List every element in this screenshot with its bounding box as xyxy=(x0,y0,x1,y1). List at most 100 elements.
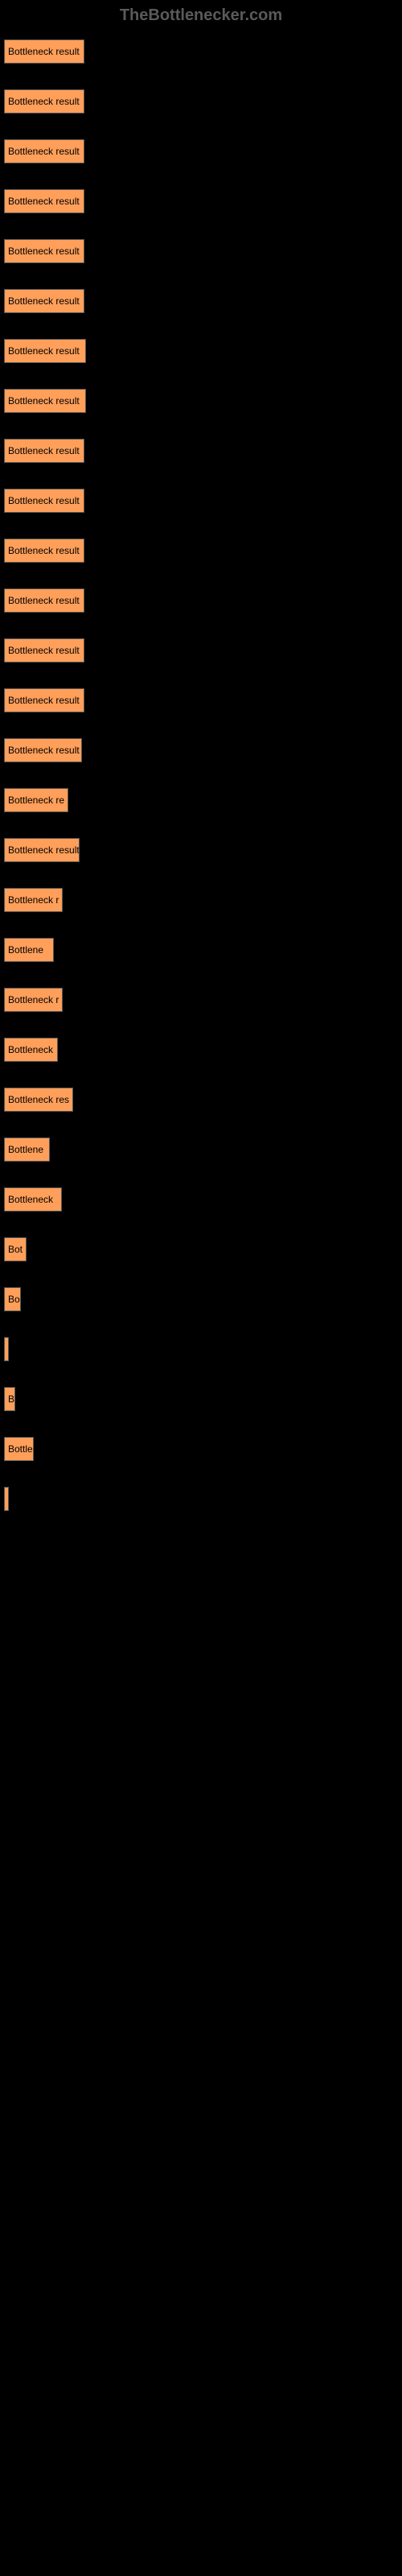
chart-bar: Bottleneck result xyxy=(4,339,86,363)
bar-row xyxy=(4,2485,398,2509)
bar-row xyxy=(4,2136,398,2160)
bar-label: Bo xyxy=(8,1294,20,1305)
bar-label: Bottleneck result xyxy=(8,395,80,407)
bar-row xyxy=(4,1736,398,1761)
chart-bar: Bottleneck result xyxy=(4,688,84,712)
chart-bar: Bottleneck result xyxy=(4,638,84,663)
bar-row xyxy=(4,1986,398,2010)
bar-row xyxy=(4,2435,398,2459)
chart-bar: Bottleneck xyxy=(4,1038,58,1062)
bar-label: Bottleneck result xyxy=(8,246,80,257)
bar-label: Bottleneck res xyxy=(8,1094,69,1105)
bar-label: Bottleneck result xyxy=(8,295,80,307)
bar-row xyxy=(4,1686,398,1711)
bar-row: Bottleneck result xyxy=(4,588,398,613)
chart-bar: Bottleneck xyxy=(4,1187,62,1212)
bar-label: Bottleneck result xyxy=(8,844,80,856)
bar-row: Bottleneck result xyxy=(4,289,398,313)
bar-row: Bottleneck result xyxy=(4,89,398,114)
chart-bar: Bottleneck result xyxy=(4,89,84,114)
chart-bar: Bottleneck result xyxy=(4,539,84,563)
bar-row: Bottleneck xyxy=(4,1038,398,1062)
bar-row: Bottleneck res xyxy=(4,1088,398,1112)
chart-bar: Bottleneck result xyxy=(4,588,84,613)
bar-row xyxy=(4,2186,398,2210)
bar-label: Bottlene xyxy=(8,1144,43,1155)
bar-row: Bottleneck result xyxy=(4,539,398,563)
bar-row: Bo xyxy=(4,1287,398,1311)
bar-row: Bottleneck result xyxy=(4,838,398,862)
chart-bar: Bot xyxy=(4,1237,27,1261)
bar-label: Bottlene xyxy=(8,944,43,956)
bar-label: Bottleneck result xyxy=(8,595,80,606)
site-title: TheBottlenecker.com xyxy=(120,6,282,24)
chart-bar: Bottleneck r xyxy=(4,888,63,912)
chart-bar: Bottleneck res xyxy=(4,1088,73,1112)
chart-bar: Bottlene xyxy=(4,1137,50,1162)
bar-label: Bottleneck result xyxy=(8,745,80,756)
bar-row: Bottleneck xyxy=(4,1187,398,1212)
chart-bar: Bottleneck result xyxy=(4,189,84,213)
bar-label: Bottleneck r xyxy=(8,994,59,1005)
bar-row xyxy=(4,1836,398,1860)
bar-row xyxy=(4,1637,398,1661)
bar-row: Bottleneck r xyxy=(4,988,398,1012)
bar-label: Bot xyxy=(8,1244,23,1255)
bar-row xyxy=(4,1587,398,1611)
bar-row: Bot xyxy=(4,1237,398,1261)
chart-bar: Bottle xyxy=(4,1437,34,1461)
bar-label: Bottleneck result xyxy=(8,445,80,456)
bar-label: Bottle xyxy=(8,1443,33,1455)
bar-label: Bottleneck xyxy=(8,1044,53,1055)
bar-label: Bottleneck result xyxy=(8,545,80,556)
bar-row xyxy=(4,2036,398,2060)
bar-row: B xyxy=(4,1387,398,1411)
chart-bar: Bo xyxy=(4,1287,21,1311)
bar-row: Bottleneck result xyxy=(4,189,398,213)
bar-label: Bottleneck result xyxy=(8,146,80,157)
bar-row: Bottleneck result xyxy=(4,439,398,463)
bar-row: Bottleneck result xyxy=(4,738,398,762)
bar-row: Bottleneck result xyxy=(4,39,398,64)
bar-row xyxy=(4,2285,398,2310)
bar-row xyxy=(4,2335,398,2359)
bar-row xyxy=(4,1537,398,1561)
chart-bar: Bottleneck result xyxy=(4,39,84,64)
chart-bar: Bottleneck result xyxy=(4,389,86,413)
bar-label: Bottleneck r xyxy=(8,894,59,906)
chart-bar xyxy=(4,1487,9,1511)
bar-label: B xyxy=(8,1393,14,1405)
bar-row: Bottleneck result xyxy=(4,389,398,413)
header: TheBottlenecker.com xyxy=(0,0,402,31)
bar-row: Bottlene xyxy=(4,1137,398,1162)
bar-chart: Bottleneck result Bottleneck result Bottle… xyxy=(0,31,402,2543)
bar-label: Bottleneck result xyxy=(8,695,80,706)
chart-bar: Bottlene xyxy=(4,938,54,962)
bar-row xyxy=(4,2086,398,2110)
chart-bar: Bottleneck result xyxy=(4,439,84,463)
bar-label: Bottleneck result xyxy=(8,345,80,357)
bar-row xyxy=(4,1936,398,1960)
bar-label: Bottleneck result xyxy=(8,645,80,656)
bar-row: Bottleneck r xyxy=(4,888,398,912)
bar-row xyxy=(4,1886,398,1910)
bar-row: Bottleneck result xyxy=(4,638,398,663)
chart-bar: B xyxy=(4,1387,15,1411)
chart-bar: Bottleneck result xyxy=(4,738,82,762)
bar-label: Bottleneck result xyxy=(8,96,80,107)
bar-row xyxy=(4,2385,398,2409)
bar-label: Bottleneck re xyxy=(8,795,64,806)
bar-row xyxy=(4,1487,398,1511)
bar-row: Bottleneck result xyxy=(4,139,398,163)
bar-label: Bottleneck result xyxy=(8,196,80,207)
bar-row: Bottleneck re xyxy=(4,788,398,812)
bar-row: Bottleneck result xyxy=(4,339,398,363)
bar-row: Bottle xyxy=(4,1437,398,1461)
chart-bar: Bottleneck result xyxy=(4,239,84,263)
bar-row: Bottleneck result xyxy=(4,688,398,712)
chart-bar: Bottleneck re xyxy=(4,788,68,812)
bar-row xyxy=(4,1337,398,1361)
chart-bar xyxy=(4,1337,9,1361)
chart-bar: Bottleneck result xyxy=(4,838,80,862)
bar-row: Bottleneck result xyxy=(4,239,398,263)
